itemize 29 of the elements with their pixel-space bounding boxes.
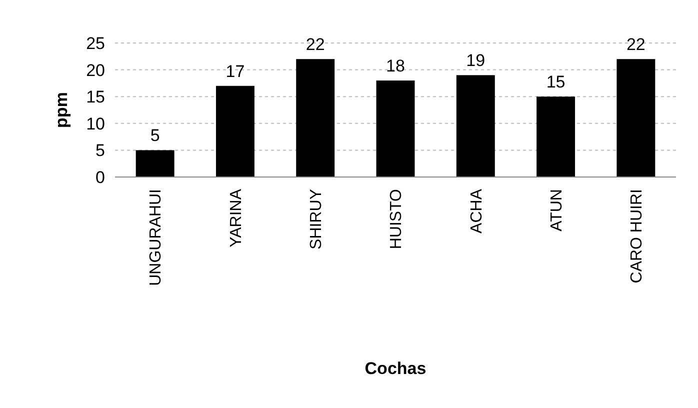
data-label: 17 xyxy=(226,62,245,81)
data-label: 5 xyxy=(150,126,160,146)
x-tick-label: ATUN xyxy=(548,189,566,232)
y-tick-label: 15 xyxy=(86,88,105,107)
bar xyxy=(296,59,335,177)
y-tick-label: 20 xyxy=(86,60,105,80)
data-label: 15 xyxy=(546,72,566,92)
bar xyxy=(616,59,656,177)
bar xyxy=(216,86,254,177)
y-tick-label: 0 xyxy=(96,168,105,187)
bar xyxy=(376,80,415,177)
data-label: 18 xyxy=(386,56,405,76)
data-label: 19 xyxy=(466,51,486,70)
data-label: 22 xyxy=(306,35,325,54)
y-tick-label: 25 xyxy=(86,34,105,53)
x-tick-label: CARO HUIRI xyxy=(628,189,646,284)
data-label: 22 xyxy=(626,35,646,54)
x-tick-label: UNGURAHUI xyxy=(148,189,165,286)
x-tick-label: ACHA xyxy=(468,188,486,234)
x-tick-label: YARINA xyxy=(228,188,245,248)
x-tick-label: SHIRUY xyxy=(308,188,325,250)
y-axis-title: ppm xyxy=(52,92,71,128)
bar xyxy=(456,75,495,177)
y-tick-label: 5 xyxy=(96,141,105,160)
bar xyxy=(536,96,576,177)
bar xyxy=(136,150,174,177)
x-tick-label: HUISTO xyxy=(388,189,406,250)
y-tick-label: 10 xyxy=(86,114,105,134)
x-axis-title: Cochas xyxy=(364,359,426,378)
